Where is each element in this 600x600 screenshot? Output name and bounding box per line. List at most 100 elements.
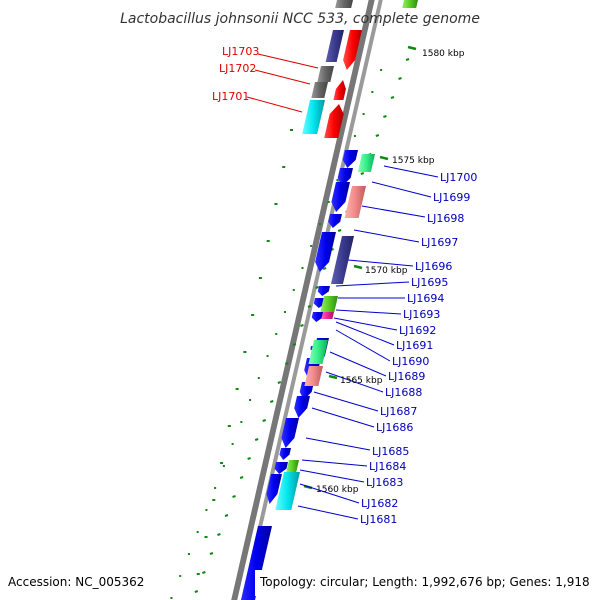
gene-feature-lime[interactable] [320, 296, 338, 312]
gene-features [240, 0, 418, 600]
kbp-major-tick [379, 155, 389, 161]
leader-line [257, 53, 319, 69]
kbp-major-tick [328, 374, 338, 380]
gene-feature-gray[interactable] [311, 82, 328, 98]
gene-feature-lime[interactable] [402, 0, 418, 8]
gene-feature-cds[interactable] [315, 232, 336, 272]
gene-feature-navy[interactable] [325, 30, 344, 62]
leader-line [335, 329, 391, 362]
leader-line [371, 181, 432, 198]
gene-feature-cds[interactable] [274, 462, 288, 474]
gene-feature-rrna[interactable] [324, 104, 344, 138]
gene-feature-cds[interactable] [294, 396, 310, 418]
kbp-label-1570: 1570 kbp [365, 266, 408, 276]
kbp-major-tick [353, 264, 363, 270]
leader-line [335, 281, 410, 287]
gene-label-lj1691[interactable]: LJ1691 [396, 339, 433, 352]
gene-label-lj1699[interactable]: LJ1699 [433, 191, 470, 204]
gene-feature-cds[interactable] [240, 526, 272, 600]
gene-label-lj1692[interactable]: LJ1692 [399, 324, 436, 337]
map-title: Lactobacillus johnsonii NCC 533, complet… [120, 11, 480, 27]
leader-line [335, 321, 395, 346]
gene-label-lj1702[interactable]: LJ1702 [219, 62, 256, 75]
gene-label-lj1698[interactable]: LJ1698 [427, 212, 464, 225]
gene-label-lj1685[interactable]: LJ1685 [372, 445, 409, 458]
gene-feature-cds[interactable] [266, 474, 282, 504]
gene-feature-cds[interactable] [331, 182, 350, 212]
scale-dot [390, 96, 395, 99]
gene-feature-navy[interactable] [330, 236, 354, 284]
gene-feature-pink[interactable] [304, 366, 323, 386]
gene-feature-cds[interactable] [311, 312, 324, 322]
scale-dot [315, 286, 319, 289]
gene-label-lj1695[interactable]: LJ1695 [411, 276, 448, 289]
kbp-label-1580: 1580 kbp [422, 49, 465, 59]
leader-line [299, 483, 360, 504]
gene-feature-pink[interactable] [344, 186, 366, 218]
gene-label-lj1703[interactable]: LJ1703 [222, 45, 259, 58]
gene-label-lj1694[interactable]: LJ1694 [407, 292, 444, 305]
gene-label-lj1693[interactable]: LJ1693 [403, 308, 440, 321]
gene-feature-cds[interactable] [328, 214, 342, 228]
gene-feature-cds[interactable] [337, 168, 353, 186]
scale-dot [247, 457, 251, 460]
scale-dot [239, 476, 244, 479]
gene-label-lj1682[interactable]: LJ1682 [361, 497, 398, 510]
scale-dot [232, 495, 236, 498]
leader-line [246, 96, 303, 113]
gene-feature-magenta[interactable] [321, 312, 334, 319]
accession-text: Accession: NC_005362 [8, 575, 144, 589]
gene-label-lj1690[interactable]: LJ1690 [392, 355, 429, 368]
leader-line [335, 309, 402, 315]
genome-summary-text: Topology: circular; Length: 1,992,676 bp… [259, 575, 590, 589]
gene-label-lj1696[interactable]: LJ1696 [415, 260, 452, 273]
scale-dot [202, 571, 206, 574]
gene-feature-rrna[interactable] [343, 30, 362, 70]
gene-label-lj1684[interactable]: LJ1684 [369, 460, 406, 473]
leader-line [254, 69, 311, 85]
scale-dot [209, 552, 214, 555]
gene-label-lj1700[interactable]: LJ1700 [440, 171, 477, 184]
gene-feature-lime[interactable] [286, 460, 299, 472]
summary-backdrop [255, 570, 600, 596]
leader-line [297, 505, 359, 520]
gene-feature-green[interactable] [308, 340, 328, 364]
gene-label-lj1689[interactable]: LJ1689 [388, 370, 425, 383]
scale-dot [262, 419, 267, 422]
leader-line [299, 469, 365, 483]
gene-label-lj1681[interactable]: LJ1681 [360, 513, 397, 526]
gene-feature-cds[interactable] [342, 150, 358, 168]
scale-dot [224, 514, 229, 517]
leader-lines [246, 53, 439, 520]
gene-label-lj1688[interactable]: LJ1688 [385, 386, 422, 399]
gene-feature-trna[interactable] [302, 100, 325, 134]
gene-label-lj1686[interactable]: LJ1686 [376, 421, 413, 434]
gene-feature-cds[interactable] [281, 418, 299, 448]
gene-label-lj1683[interactable]: LJ1683 [366, 476, 403, 489]
gene-label-lj1697[interactable]: LJ1697 [421, 236, 458, 249]
gene-label-lj1701[interactable]: LJ1701 [212, 90, 249, 103]
genome-backbone [231, 0, 383, 600]
gene-feature-cds[interactable] [279, 448, 291, 460]
scale-dot [194, 590, 199, 593]
gene-feature-cds[interactable] [317, 286, 330, 296]
scale-dot [269, 400, 274, 403]
leader-line [325, 371, 384, 393]
leader-line [347, 259, 414, 267]
scale-dot [285, 362, 289, 365]
scale-dot [217, 533, 221, 536]
gene-feature-trna[interactable] [275, 472, 300, 510]
scale-dot [300, 324, 304, 327]
gene-feature-rrna[interactable] [333, 80, 346, 100]
scale-dot [383, 115, 387, 118]
scale-dot [307, 305, 312, 308]
gene-feature-green[interactable] [357, 154, 375, 172]
gene-feature-gray[interactable] [335, 0, 353, 8]
leader-line [383, 165, 439, 178]
gene-feature-cds[interactable] [299, 382, 314, 400]
scale-dot [322, 267, 327, 270]
gene-label-lj1687[interactable]: LJ1687 [380, 405, 417, 418]
gene-feature-gray[interactable] [317, 66, 334, 82]
